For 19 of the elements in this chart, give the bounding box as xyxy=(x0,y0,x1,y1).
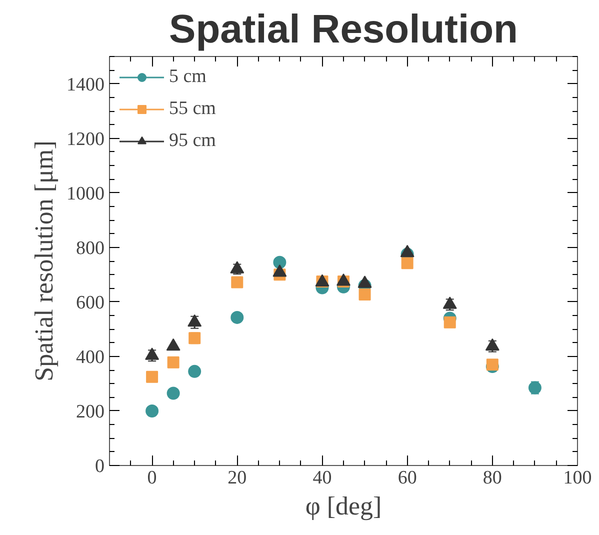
y-tick-label: 400 xyxy=(76,346,104,368)
legend-label: 5 cm xyxy=(169,66,206,88)
x-tick-label: 80 xyxy=(482,468,502,488)
legend-label: 55 cm xyxy=(169,98,216,120)
y-tick-label: 1000 xyxy=(66,183,104,204)
x-tick-label: 100 xyxy=(563,468,592,488)
x-tick-label: 20 xyxy=(228,468,247,488)
x-axis-title: φ [deg] xyxy=(305,492,382,520)
legend-label: 95 cm xyxy=(169,130,216,152)
chart-title: Spatial Resolution xyxy=(169,8,518,52)
x-tick-label: 60 xyxy=(398,468,417,488)
y-axis-title: Spatial resolution [μm] xyxy=(30,140,58,382)
y-tick-label: 800 xyxy=(76,238,104,259)
x-tick-label: 0 xyxy=(147,468,157,488)
y-tick-label: 600 xyxy=(76,292,104,314)
y-tick-label: 1200 xyxy=(66,128,104,150)
y-tick-label: 1400 xyxy=(66,74,104,96)
y-tick-label: 200 xyxy=(76,401,104,422)
x-tick-label: 40 xyxy=(312,468,332,488)
